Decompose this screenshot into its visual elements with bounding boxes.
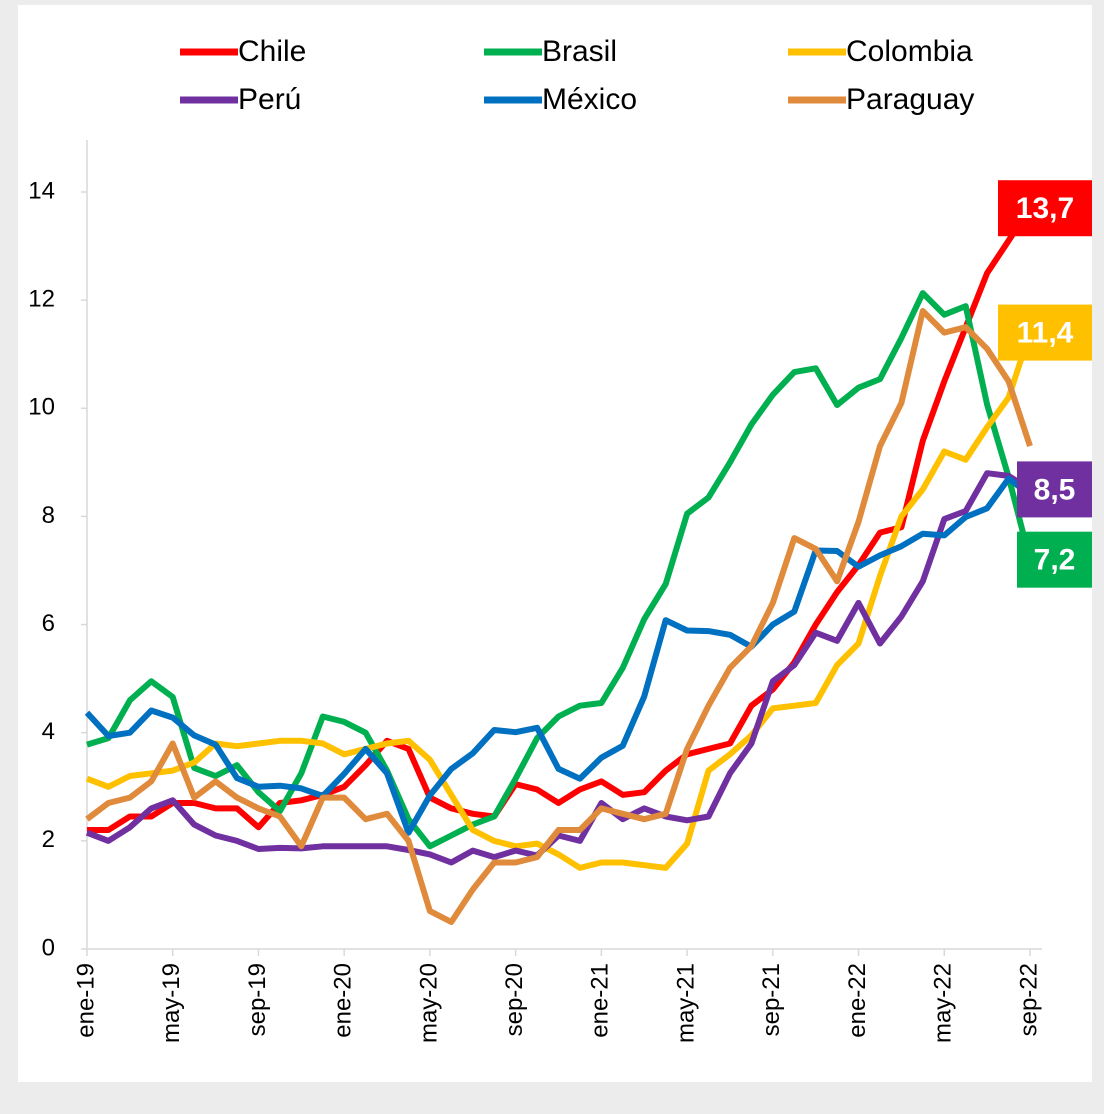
y-tick-label: 8 — [42, 502, 55, 529]
end-label: 8,5 — [1034, 473, 1076, 506]
x-tick-label: may-22 — [930, 963, 957, 1043]
series-line — [84, 475, 1032, 836]
legend-label: Chile — [238, 35, 306, 68]
x-tick-label: sep-22 — [1015, 963, 1042, 1036]
end-label-box — [998, 304, 1092, 361]
series-line — [86, 290, 1033, 850]
end-label: 11,4 — [1017, 317, 1074, 350]
series-line — [85, 331, 1033, 871]
end-label-box — [1017, 531, 1092, 588]
y-tick-label: 0 — [42, 934, 55, 961]
chart-area — [18, 5, 1092, 1082]
x-tick-label: ene-22 — [844, 963, 871, 1038]
end-label-box — [1017, 461, 1092, 518]
end-label: 13,7 — [1016, 192, 1074, 225]
legend-label: Brasil — [542, 35, 617, 68]
y-tick-label: 10 — [28, 394, 55, 421]
series-line — [85, 470, 1032, 866]
series-line — [85, 308, 1033, 925]
y-tick-label: 4 — [42, 718, 55, 745]
x-tick-label: sep-21 — [758, 963, 785, 1036]
x-tick-label: may-19 — [158, 963, 185, 1043]
series-line — [87, 206, 1033, 833]
x-tick-label: sep-20 — [501, 963, 528, 1036]
legend-label: Colombia — [846, 35, 973, 68]
y-tick-label: 2 — [42, 826, 55, 853]
end-label-box — [998, 180, 1092, 237]
x-tick-label: ene-21 — [587, 963, 614, 1038]
x-tick-label: sep-19 — [244, 963, 271, 1036]
legend-label: México — [542, 83, 637, 116]
y-tick-label: 6 — [42, 610, 55, 637]
end-label: 7,2 — [1034, 544, 1076, 577]
x-tick-label: may-21 — [672, 963, 699, 1043]
legend-label: Paraguay — [846, 83, 974, 116]
x-tick-label: ene-19 — [72, 963, 99, 1038]
y-tick-label: 14 — [28, 177, 55, 204]
legend-label: Perú — [238, 83, 301, 116]
y-tick-label: 12 — [28, 285, 55, 312]
x-tick-label: may-20 — [415, 963, 442, 1043]
x-tick-label: ene-20 — [330, 963, 357, 1038]
